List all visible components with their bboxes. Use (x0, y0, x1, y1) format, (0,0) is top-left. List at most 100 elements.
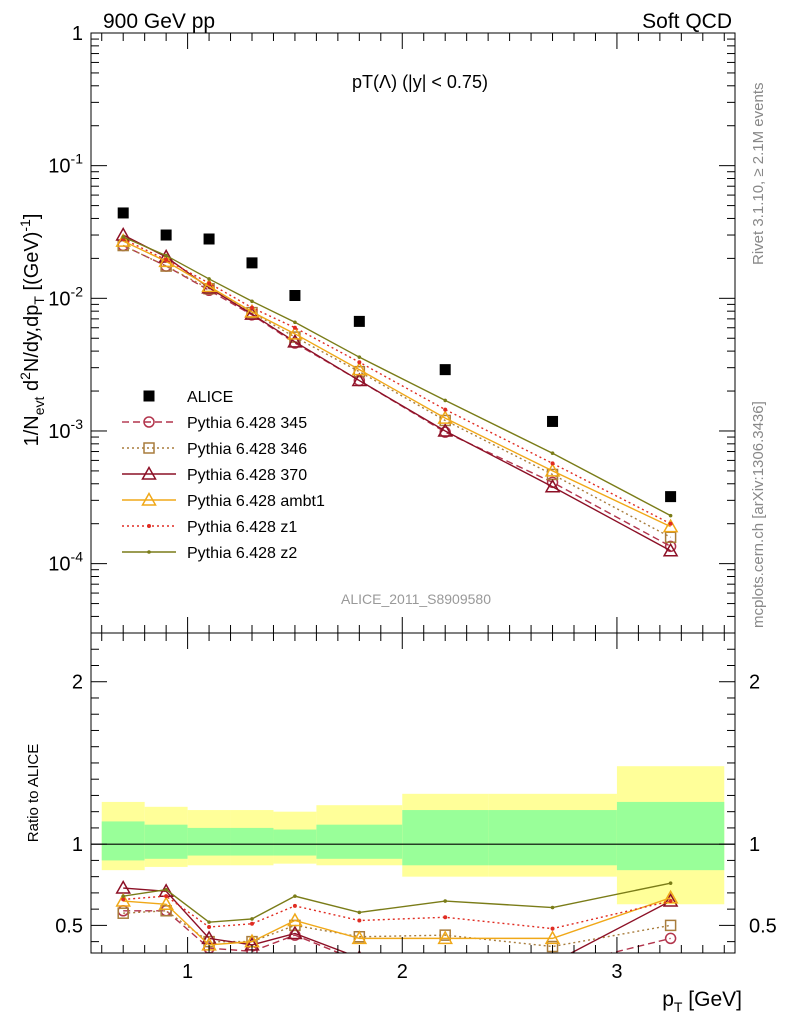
ratio-y-tick-label: 0.5 (55, 915, 83, 937)
data-point (443, 398, 448, 403)
data-point (665, 491, 677, 503)
ratio-y-tick-label-right: 0.5 (749, 915, 777, 937)
ratio-point (668, 881, 673, 885)
data-point (357, 360, 362, 365)
ratio-point (550, 905, 555, 910)
data-point (287, 325, 303, 340)
ratio-line (123, 897, 671, 946)
data-point (443, 407, 448, 412)
data-point (287, 333, 303, 348)
ratio-point (440, 958, 450, 968)
legend-marker (141, 465, 157, 480)
ratio-point (664, 919, 677, 932)
ratio-point (357, 918, 362, 923)
ratio-point (287, 912, 303, 927)
legend-marker (147, 550, 151, 554)
y-tick-label: 10-1 (48, 151, 83, 178)
ratio-point (357, 910, 362, 915)
legend-item-0: ALICE (143, 389, 233, 406)
data-point (164, 257, 169, 262)
data-point (351, 361, 368, 376)
data-point (437, 422, 453, 437)
data-point (158, 253, 174, 268)
data-point (246, 257, 258, 269)
series-line (122, 244, 671, 538)
ratio-point (117, 907, 129, 919)
svg-text:pT [GeV]: pT [GeV] (662, 988, 742, 1015)
ratio-point (207, 925, 212, 930)
ratio-point (164, 887, 168, 892)
data-point (664, 540, 677, 553)
series-0 (117, 207, 677, 503)
main-frame (90, 32, 736, 634)
legend: ALICE Pythia 6.428 345 Pythia 6.428 346 Pyt… (122, 389, 325, 562)
legend-item-5: Pythia 6.428 z1 (122, 519, 297, 536)
analysis-watermark: ALICE_2011_S8909580 (341, 591, 491, 607)
data-point (439, 364, 451, 376)
ratio-point (160, 905, 172, 917)
mcplots-label: mcplots.cern.ch [arXiv:1306.3436] (750, 401, 767, 628)
ratio-point (668, 899, 673, 904)
ratio-point (351, 930, 368, 945)
ratio-point (250, 921, 254, 926)
ratio-point (664, 932, 677, 945)
data-point (547, 415, 559, 427)
data-point (121, 235, 125, 239)
ratio-point (207, 920, 211, 924)
data-point (668, 513, 673, 518)
main-title: pT(Λ) (|y| < 0.75) (352, 72, 488, 92)
header-left: 900 GeV pp (103, 10, 215, 33)
data-point (207, 281, 212, 286)
legend-label: ALICE (187, 389, 233, 406)
data-point (117, 207, 129, 219)
data-point (662, 518, 679, 533)
legend-label: Pythia 6.428 346 (187, 441, 307, 458)
inner-band (616, 801, 725, 871)
x-tick-label: 2 (397, 961, 408, 983)
ratio-point (439, 929, 451, 941)
ratio-y-tick-label-right: 1 (749, 834, 760, 856)
legend-item-4: Pythia 6.428 ambt1 (122, 491, 325, 510)
data-point (544, 462, 561, 477)
legend-marker (143, 416, 155, 428)
data-point (357, 355, 362, 359)
header-right: Soft QCD (642, 10, 732, 33)
legend-item-1: Pythia 6.428 345 (122, 415, 307, 432)
ratio-series-3 (115, 889, 679, 951)
inner-band (187, 827, 231, 856)
ratio-point (548, 963, 558, 973)
ratio-point (287, 925, 303, 940)
uncertainty-bands (101, 766, 725, 905)
ratio-point (292, 903, 297, 908)
legend-marker (143, 390, 155, 402)
ratio-point (293, 894, 297, 898)
inner-band (273, 829, 317, 856)
legend-marker (143, 442, 155, 454)
inner-band (101, 821, 145, 861)
ratio-frame (90, 632, 736, 954)
data-point (160, 229, 172, 241)
y-tick-label: 10-2 (48, 283, 83, 310)
data-point (115, 233, 131, 247)
data-point (203, 233, 215, 245)
inner-band (230, 827, 274, 856)
legend-label: Pythia 6.428 370 (187, 467, 307, 484)
data-point (289, 290, 301, 302)
ratio-point (354, 956, 364, 966)
ratio-point (544, 930, 561, 945)
legend-label: Pythia 6.428 z1 (187, 519, 297, 536)
ratio-point (115, 892, 131, 907)
legend-label: Pythia 6.428 345 (187, 415, 307, 432)
ratio-point (115, 880, 131, 894)
ratio-point (164, 894, 169, 899)
data-point (207, 277, 211, 281)
inner-band (316, 824, 403, 859)
ratio-line (123, 882, 671, 923)
inner-band (144, 824, 188, 859)
data-point (550, 451, 555, 455)
ratio-point (121, 897, 126, 902)
series-line (122, 234, 671, 552)
ratio-point (443, 899, 448, 903)
data-point (662, 542, 679, 557)
